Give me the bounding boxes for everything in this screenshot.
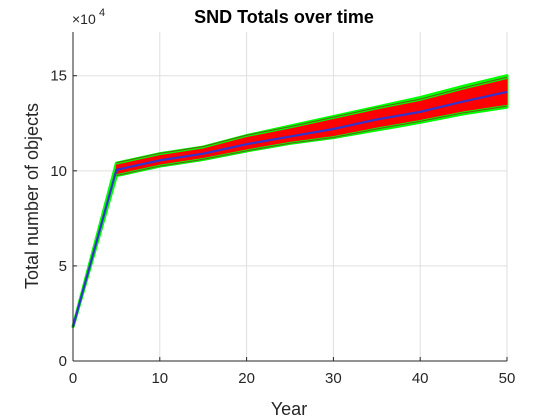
y-axis-multiplier: ×10 4 xyxy=(72,7,105,27)
y-multiplier-exponent: 4 xyxy=(99,7,105,19)
spread-band xyxy=(115,78,508,175)
chart-title: SND Totals over time xyxy=(194,7,374,27)
y-tick-label: 0 xyxy=(59,353,67,370)
x-tick-label: 30 xyxy=(325,370,342,387)
mean-line xyxy=(71,90,508,328)
x-tick-label: 0 xyxy=(69,370,77,387)
x-tick-label: 10 xyxy=(151,370,168,387)
y-multiplier-base: ×10 xyxy=(72,11,96,27)
x-axis-label: Year xyxy=(271,399,307,419)
band-edge-lower xyxy=(116,105,508,177)
y-tick-label: 5 xyxy=(59,258,67,275)
grid xyxy=(72,32,508,362)
x-tick-label: 40 xyxy=(412,370,429,387)
plot-area xyxy=(71,74,509,329)
tick-labels: 0 10 20 30 40 50 0 5 10 15 xyxy=(50,68,515,387)
x-tick-label: 50 xyxy=(499,370,516,387)
band-edge-upper xyxy=(116,76,508,164)
y-tick-label: 15 xyxy=(50,68,67,85)
axes xyxy=(72,32,508,362)
y-axis-label: Total number of objects xyxy=(22,103,42,289)
y-tick-label: 10 xyxy=(50,163,67,180)
x-tick-label: 20 xyxy=(238,370,255,387)
